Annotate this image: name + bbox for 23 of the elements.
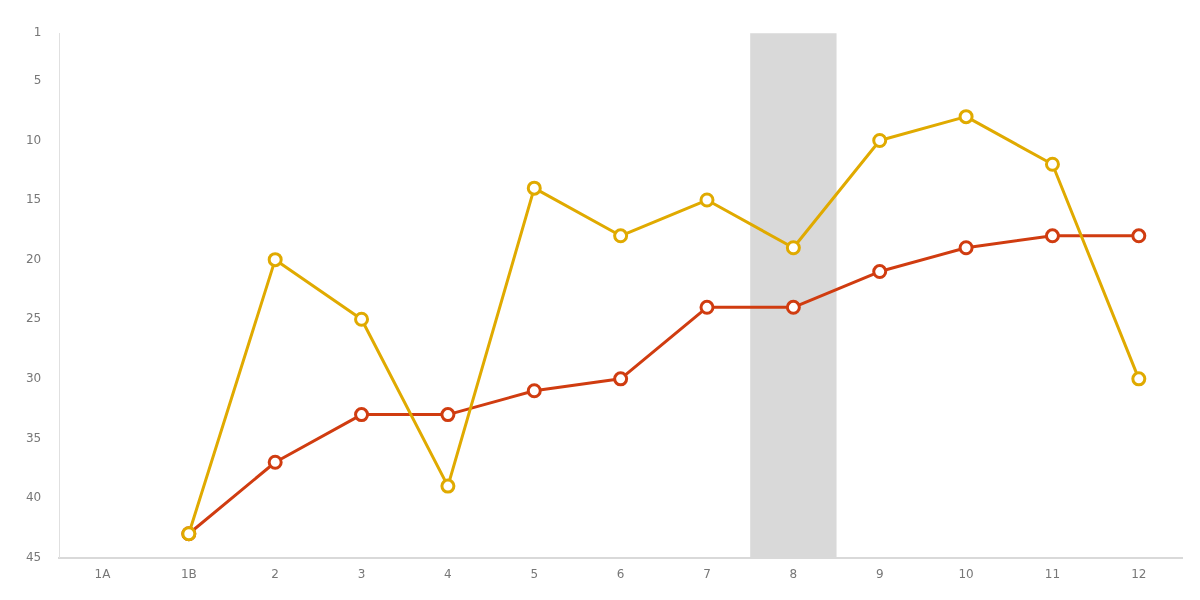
x-tick-label: 6 [616,566,625,581]
x-tick-label: 8 [789,566,798,581]
y-tick-label: 5 [33,73,42,87]
y-tick-label: 25 [25,311,42,326]
y-tick-label: 30 [25,370,42,385]
x-tick-label: 9 [875,566,884,581]
y-tick-label: 45 [25,549,42,564]
x-tick-label: 3 [357,566,366,581]
x-tick-label: 11 [1044,566,1061,581]
y-tick-label: 40 [25,490,42,505]
y-tick-label: 35 [25,430,42,445]
y-tick-label: 20 [25,251,42,266]
x-tick-label: 7 [703,566,711,581]
x-tick-label: 12 [1131,566,1147,581]
y-tick-label: 1 [33,25,42,40]
x-tick-label: 4 [444,566,452,581]
x-tick-label: 10 [958,566,974,581]
x-tick-label: 2 [271,566,279,581]
x-tick-label: 5 [530,566,539,581]
y-tick-label: 10 [25,132,42,147]
x-tick-label: 1A [94,566,112,581]
x-tick-label: 1B [180,566,197,581]
y-tick-label: 15 [25,192,42,207]
